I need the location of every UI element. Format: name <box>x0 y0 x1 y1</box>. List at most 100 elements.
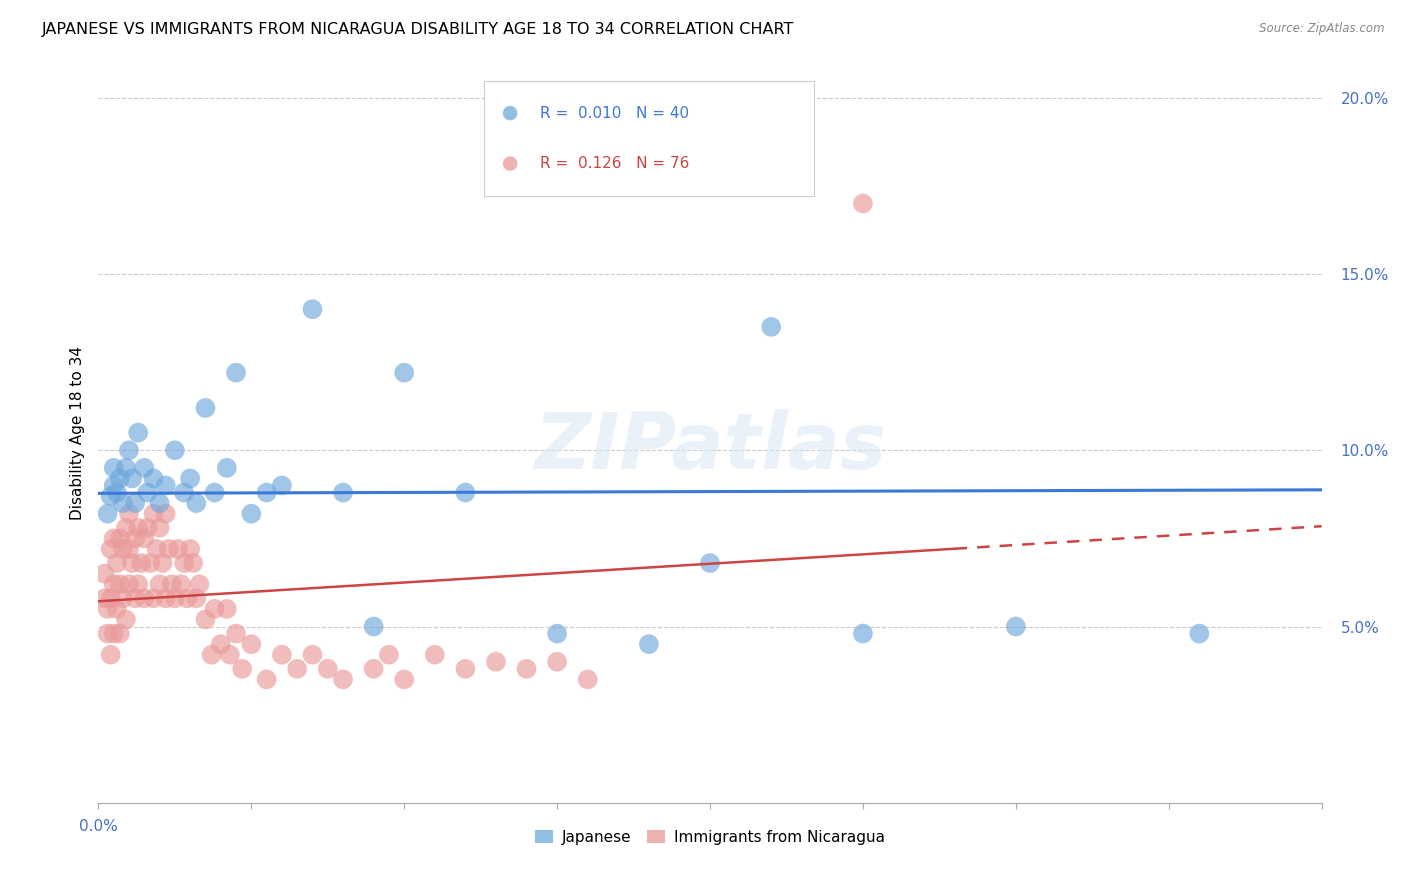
Point <box>145 541 167 556</box>
Point <box>301 302 323 317</box>
Point <box>149 521 172 535</box>
Point <box>97 626 120 640</box>
Text: Source: ZipAtlas.com: Source: ZipAtlas.com <box>1260 22 1385 36</box>
Point <box>163 443 186 458</box>
Point <box>163 591 186 606</box>
Text: 0.0%: 0.0% <box>79 819 118 834</box>
Point <box>103 461 125 475</box>
Point <box>179 541 201 556</box>
Point <box>118 507 141 521</box>
Point <box>142 591 165 606</box>
Point <box>115 461 138 475</box>
Point <box>270 478 292 492</box>
Point <box>204 485 226 500</box>
Point <box>155 478 177 492</box>
Point <box>546 655 568 669</box>
Text: ZIPatlas: ZIPatlas <box>534 409 886 485</box>
Point <box>100 648 122 662</box>
Point <box>225 626 247 640</box>
Point <box>111 496 134 510</box>
Point <box>124 496 146 510</box>
Point <box>118 541 141 556</box>
Point <box>1188 626 1211 640</box>
Point <box>186 591 208 606</box>
Point <box>93 566 115 581</box>
Point <box>108 626 131 640</box>
Point <box>100 489 122 503</box>
Point <box>194 612 217 626</box>
Point <box>121 556 143 570</box>
Point <box>160 577 183 591</box>
Point <box>136 521 159 535</box>
Point <box>136 485 159 500</box>
Point <box>176 591 198 606</box>
Point <box>759 319 782 334</box>
Point <box>316 662 339 676</box>
Point <box>200 648 222 662</box>
Point <box>240 637 263 651</box>
Point <box>516 662 538 676</box>
Point <box>454 662 477 676</box>
Point <box>219 648 242 662</box>
Point <box>124 532 146 546</box>
Point <box>454 485 477 500</box>
Point <box>111 591 134 606</box>
Y-axis label: Disability Age 18 to 34: Disability Age 18 to 34 <box>69 345 84 520</box>
Point <box>118 443 141 458</box>
Point <box>155 507 177 521</box>
Point <box>155 591 177 606</box>
Point <box>699 556 721 570</box>
Point <box>637 637 661 651</box>
Point <box>103 478 125 492</box>
Point <box>103 532 125 546</box>
Point <box>142 507 165 521</box>
Point <box>285 662 308 676</box>
Point <box>108 532 131 546</box>
Point <box>108 577 131 591</box>
Point <box>423 648 446 662</box>
Point <box>485 655 508 669</box>
Point <box>301 648 323 662</box>
Point <box>97 507 120 521</box>
Point <box>270 648 292 662</box>
Point <box>256 485 278 500</box>
Point <box>134 461 156 475</box>
Point <box>105 602 128 616</box>
Point <box>378 648 401 662</box>
Point <box>121 471 143 485</box>
Point <box>852 626 875 640</box>
Point <box>100 541 122 556</box>
Point <box>124 591 146 606</box>
Point <box>97 602 120 616</box>
Point <box>225 366 247 380</box>
Point <box>392 673 416 687</box>
Point <box>215 602 238 616</box>
Point <box>134 532 156 546</box>
Point <box>127 521 149 535</box>
Point <box>332 485 354 500</box>
Point <box>115 521 138 535</box>
Point <box>134 591 156 606</box>
Point <box>256 673 278 687</box>
Point <box>149 496 172 510</box>
Point <box>204 602 226 616</box>
Point <box>576 673 599 687</box>
Point <box>181 556 204 570</box>
Point <box>240 507 263 521</box>
Point <box>152 556 174 570</box>
Point <box>231 662 253 676</box>
Point <box>108 471 131 485</box>
Point <box>215 461 238 475</box>
Legend: Japanese, Immigrants from Nicaragua: Japanese, Immigrants from Nicaragua <box>529 823 891 851</box>
Point <box>173 556 195 570</box>
Point <box>170 577 193 591</box>
Point <box>332 673 354 687</box>
Point <box>127 425 149 440</box>
Point <box>1004 619 1026 633</box>
Point <box>103 577 125 591</box>
Point <box>179 471 201 485</box>
Point <box>546 626 568 640</box>
Point <box>93 591 115 606</box>
Point <box>186 496 208 510</box>
Point <box>127 577 149 591</box>
